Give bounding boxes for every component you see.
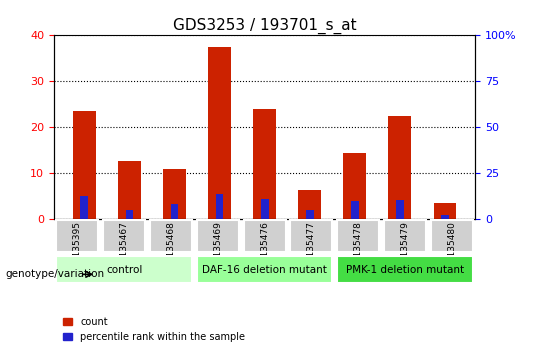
Bar xyxy=(73,111,96,219)
FancyBboxPatch shape xyxy=(244,220,286,252)
Text: genotype/variation: genotype/variation xyxy=(5,269,105,279)
Text: GSM135395: GSM135395 xyxy=(73,221,82,276)
Bar xyxy=(261,199,268,219)
FancyBboxPatch shape xyxy=(103,220,145,252)
Bar xyxy=(306,210,314,219)
Bar xyxy=(118,161,141,219)
Bar xyxy=(215,194,224,219)
Legend: count, percentile rank within the sample: count, percentile rank within the sample xyxy=(59,313,249,346)
Bar xyxy=(80,196,89,219)
Text: GSM135469: GSM135469 xyxy=(213,221,222,276)
Bar xyxy=(388,116,411,219)
Text: GSM135476: GSM135476 xyxy=(260,221,269,276)
Bar xyxy=(343,153,366,219)
Text: GSM135467: GSM135467 xyxy=(120,221,129,276)
Bar xyxy=(434,203,456,219)
Text: GSM135468: GSM135468 xyxy=(166,221,176,276)
Bar xyxy=(163,169,186,219)
Bar xyxy=(125,210,133,219)
FancyBboxPatch shape xyxy=(291,220,333,252)
Text: GSM135478: GSM135478 xyxy=(354,221,363,276)
Text: GSM135477: GSM135477 xyxy=(307,221,316,276)
Bar xyxy=(351,201,359,219)
FancyBboxPatch shape xyxy=(197,256,333,284)
Bar xyxy=(208,47,231,219)
Text: GSM135480: GSM135480 xyxy=(447,221,456,276)
Text: control: control xyxy=(106,265,143,275)
Bar xyxy=(253,109,276,219)
Title: GDS3253 / 193701_s_at: GDS3253 / 193701_s_at xyxy=(173,18,356,34)
Text: PMK-1 deletion mutant: PMK-1 deletion mutant xyxy=(346,265,464,275)
FancyBboxPatch shape xyxy=(337,256,473,284)
FancyBboxPatch shape xyxy=(337,220,379,252)
Bar xyxy=(396,200,404,219)
FancyBboxPatch shape xyxy=(384,220,426,252)
Bar xyxy=(171,204,178,219)
Text: DAF-16 deletion mutant: DAF-16 deletion mutant xyxy=(202,265,327,275)
FancyBboxPatch shape xyxy=(56,256,192,284)
FancyBboxPatch shape xyxy=(150,220,192,252)
Text: GSM135479: GSM135479 xyxy=(401,221,409,276)
Bar xyxy=(299,189,321,219)
FancyBboxPatch shape xyxy=(56,220,98,252)
FancyBboxPatch shape xyxy=(197,220,239,252)
Bar xyxy=(441,215,449,219)
FancyBboxPatch shape xyxy=(431,220,473,252)
